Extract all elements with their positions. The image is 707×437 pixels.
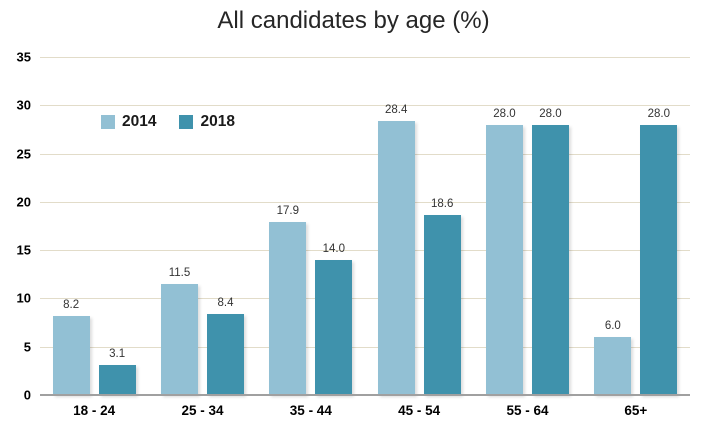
data-label-2014-65+: 6.0 — [604, 320, 621, 333]
x-category-label-18-24: 18 - 24 — [73, 403, 116, 418]
plot-area: 8.2 3.1 18 - 24 11.5 8.4 25 - 34 17.9 14.0 35 - … — [40, 57, 690, 418]
bar-2018-18-24: 3.1 — [98, 348, 136, 395]
bar-group-18-24: 8.2 3.1 — [40, 57, 148, 395]
legend: 2014 2018 — [101, 113, 235, 131]
legend-label-2014: 2014 — [122, 113, 157, 130]
bar-group-45-54: 28.4 18.6 — [365, 57, 473, 395]
gridline-35 — [40, 57, 690, 58]
gridline-5 — [40, 346, 690, 348]
data-label-2014-25-34: 11.5 — [168, 266, 191, 279]
data-label-2014-55-64: 28.0 — [493, 107, 516, 120]
y-tick-label-5: 5 — [23, 339, 31, 355]
y-tick-label-25: 25 — [16, 146, 31, 162]
gridline-15 — [40, 250, 690, 252]
data-label-2014-45-54: 28.4 — [384, 103, 408, 116]
legend-swatch-2014 — [101, 115, 115, 129]
legend-item-2018: 2018 — [179, 113, 235, 131]
bar-2018-55-64: 28.0 — [531, 108, 569, 395]
legend-label-2018: 2018 — [200, 113, 235, 130]
data-label-2018-55-64: 28.0 — [539, 107, 562, 120]
data-label-2014-18-24: 8.2 — [63, 298, 80, 311]
bar-2018-25-34: 8.4 — [206, 297, 244, 395]
x-category-label-65+: 65+ — [624, 403, 648, 418]
data-label-2018-65+: 28.0 — [647, 107, 671, 120]
y-tick-label-20: 20 — [16, 194, 31, 210]
legend-swatch-2018 — [179, 115, 194, 129]
x-category-label-45-54: 45 - 54 — [398, 403, 441, 418]
y-tick-label-15: 15 — [16, 242, 31, 258]
y-tick-label-30: 30 — [16, 97, 31, 113]
bar-2014-18-24: 8.2 — [52, 299, 90, 395]
y-tick-label-35: 35 — [16, 49, 31, 65]
gridline-25 — [40, 153, 690, 155]
y-tick-label-10: 10 — [16, 290, 31, 306]
data-label-2018-25-34: 8.4 — [217, 296, 234, 309]
gridline-20 — [40, 201, 690, 203]
bar-2014-35-44: 17.9 — [269, 205, 307, 395]
y-axis-tick-labels: 0 5 10 15 20 25 30 35 — [0, 50, 31, 403]
bar-group-55-64: 28.0 28.0 — [473, 57, 581, 395]
bar-2014-25-34: 11.5 — [160, 267, 198, 395]
data-label-2018-35-44: 14.0 — [322, 242, 346, 255]
y-tick-label-0: 0 — [23, 387, 31, 403]
bar-group-35-44: 17.9 14.0 — [257, 57, 365, 395]
bar-2014-55-64: 28.0 — [485, 108, 523, 395]
gridline-30 — [40, 105, 690, 107]
bar-group-65+: 6.0 28.0 — [582, 57, 690, 395]
x-category-label-55-64: 55 - 64 — [506, 403, 549, 418]
x-category-label-35-44: 35 - 44 — [289, 403, 332, 418]
gridline-10 — [40, 298, 690, 300]
x-category-label-25-34: 25 - 34 — [181, 403, 224, 418]
data-label-2014-35-44: 17.9 — [276, 205, 300, 218]
x-axis-baseline — [40, 394, 690, 396]
chart-title: All candidates by age (%) — [217, 7, 490, 34]
data-label-2018-18-24: 3.1 — [109, 348, 126, 361]
bar-2014-45-54: 28.4 — [377, 104, 415, 395]
data-label-2018-45-54: 18.6 — [430, 198, 454, 211]
bar-2018-45-54: 18.6 — [423, 198, 461, 395]
legend-item-2014: 2014 — [101, 113, 156, 131]
bar-group-25-34: 11.5 8.4 — [148, 57, 256, 395]
bar-2018-65+: 28.0 — [640, 108, 678, 395]
bar-2018-35-44: 14.0 — [315, 243, 353, 395]
bar-2014-65+: 6.0 — [594, 320, 632, 395]
